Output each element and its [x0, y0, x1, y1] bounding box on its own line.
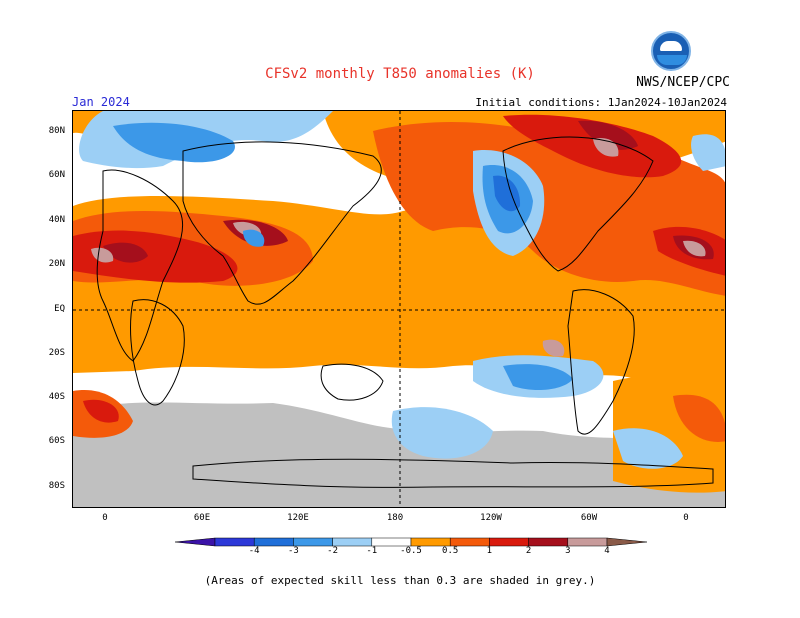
anomaly-region — [673, 394, 725, 442]
colorbar-tick-label: 2 — [525, 546, 532, 556]
colorbar-min-arrow — [174, 537, 216, 547]
anomaly-region — [91, 247, 114, 263]
lon-label: 0 — [102, 513, 108, 523]
anomaly-region — [613, 428, 683, 469]
coastline — [502, 136, 654, 272]
lon-label: 60E — [193, 513, 211, 523]
colorbar-segment — [567, 537, 608, 547]
anomaly-region — [691, 134, 725, 171]
colorbar-tick-label: -3 — [287, 546, 299, 556]
colorbar-segment — [214, 537, 255, 547]
colorbar-segment — [528, 537, 569, 547]
anomaly-region — [578, 120, 638, 150]
chart-title: CFSv2 monthly T850 anomalies (K) — [265, 66, 535, 82]
anomaly-region — [503, 364, 573, 391]
lat-label: 40S — [48, 392, 65, 402]
coastline — [182, 141, 382, 305]
lat-label: 20N — [48, 259, 65, 269]
colorbar-tick-label: 0.5 — [442, 546, 459, 556]
colorbar-tick-label: -4 — [248, 546, 260, 556]
coastline — [192, 458, 714, 488]
anomaly-region — [73, 506, 725, 507]
coastline — [130, 299, 185, 406]
coastline — [96, 169, 183, 362]
anomaly-region — [683, 240, 706, 257]
forecast-month: Jan 2024 — [72, 95, 130, 109]
anomaly-region — [113, 122, 235, 163]
lon-label: 120W — [480, 513, 502, 523]
colorbar-tick-label: -2 — [327, 546, 339, 556]
anomaly-region — [243, 229, 265, 247]
colorbar-segment — [489, 537, 529, 547]
anomaly-region — [593, 137, 619, 157]
anomaly-region — [542, 339, 565, 357]
organization-label: NWS/NCEP/CPC — [636, 75, 730, 90]
lat-label: 80N — [48, 126, 65, 136]
initial-conditions: Initial conditions: 1Jan2024-10Jan2024 — [475, 96, 727, 109]
colorbar-tick-label: -0.5 — [400, 546, 422, 556]
anomaly-region — [103, 242, 148, 263]
lat-label: 60N — [48, 170, 65, 180]
lon-label: 0 — [683, 513, 689, 523]
lat-label: 20S — [48, 348, 65, 358]
colorbar-segment — [293, 537, 333, 547]
anomaly-map — [72, 110, 726, 508]
footnote: (Areas of expected skill less than 0.3 a… — [204, 574, 596, 587]
colorbar-segment — [332, 537, 373, 547]
anomaly-region — [493, 175, 521, 212]
colorbar-segment — [371, 537, 412, 547]
lat-label: 80S — [48, 481, 65, 491]
anomaly-region — [73, 402, 725, 507]
lat-label: EQ — [54, 304, 65, 314]
anomaly-region — [391, 407, 493, 459]
coastline — [320, 363, 384, 401]
colorbar-segment — [410, 537, 451, 547]
colorbar-segment — [449, 537, 490, 547]
colorbar — [174, 537, 648, 547]
colorbar-max-arrow — [606, 537, 648, 547]
lat-label: 60S — [48, 436, 65, 446]
colorbar-tick-label: 4 — [604, 546, 610, 556]
anomaly-region — [503, 114, 682, 178]
colorbar-tick-label: 1 — [486, 546, 493, 556]
coastline — [567, 289, 635, 435]
lat-label: 40N — [48, 215, 65, 225]
anomaly-region — [83, 399, 119, 423]
colorbar-tick-label: -1 — [366, 546, 378, 556]
anomaly-map-svg — [73, 111, 725, 507]
lon-label: 180 — [386, 513, 404, 523]
colorbar-tick-label: 3 — [565, 546, 571, 556]
lon-label: 120E — [287, 513, 309, 523]
noaa-logo-icon — [651, 31, 691, 71]
lon-label: 60W — [580, 513, 598, 523]
colorbar-segment — [253, 537, 294, 547]
